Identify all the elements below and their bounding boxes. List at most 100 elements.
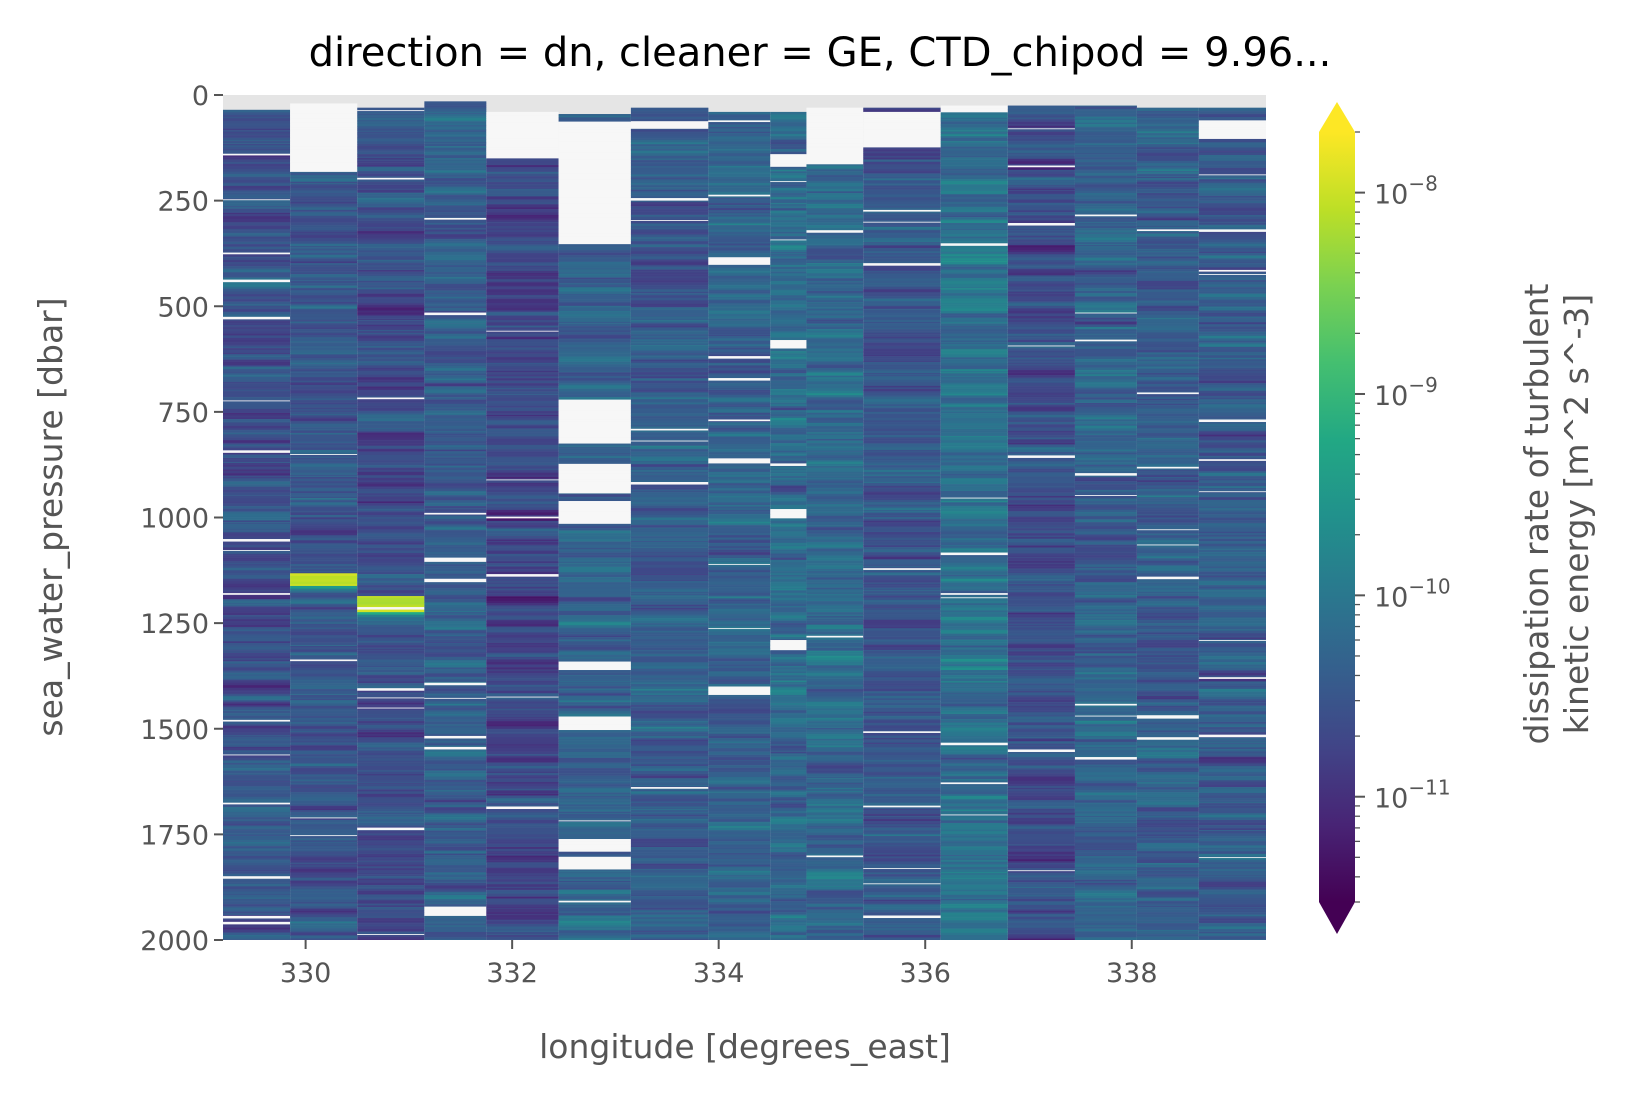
heatmap-cell [806,456,864,458]
heatmap-cell [290,284,358,286]
heatmap-cell-missing [290,160,358,163]
heatmap-cell [424,450,487,452]
heatmap-cell [708,502,771,504]
heatmap-cell [223,932,291,936]
heatmap-cell [424,469,487,473]
heatmap-cell [806,814,864,817]
heatmap-cell [770,460,807,464]
heatmap-cell [223,561,291,564]
heatmap-cell [630,690,709,694]
heatmap-cell [357,266,425,270]
heatmap-cell [708,479,771,482]
heatmap-cell [486,403,559,407]
heatmap-cell-missing [558,158,631,160]
heatmap-cell [357,292,425,294]
heatmap-cell [558,744,631,748]
heatmap-cell [630,289,709,293]
heatmap-cell [630,146,709,150]
heatmap-cell [630,680,709,683]
heatmap-cell [806,773,864,777]
heatmap-cell [357,659,425,663]
heatmap-cell [708,798,771,802]
heatmap-cell [357,344,425,347]
heatmap-cell [486,693,559,697]
heatmap-cell-missing [630,428,709,431]
heatmap-cell [806,858,864,861]
heatmap-cell [708,776,771,779]
heatmap-cell [357,619,425,622]
heatmap-cell [290,410,358,412]
heatmap-cell [223,743,291,746]
heatmap-cell [424,425,487,428]
heatmap-cell [223,626,291,628]
heatmap-cell [223,554,291,556]
heatmap-cell [630,874,709,877]
heatmap-cell [770,921,807,924]
heatmap-cell [558,730,631,733]
heatmap-cell [708,642,771,646]
heatmap-cell [357,378,425,381]
heatmap-cell [223,109,291,112]
heatmap-cell [357,231,425,234]
heatmap-cell [708,225,771,227]
heatmap-cell [630,454,709,457]
heatmap-cell [558,391,631,395]
heatmap-cell [630,361,709,364]
heatmap-cell [708,133,771,135]
heatmap-cell [486,314,559,316]
heatmap-cell [558,804,631,807]
heatmap-cell-missing [357,707,425,709]
heatmap-cell [290,368,358,370]
heatmap-cell [558,762,631,764]
heatmap-cell [290,939,358,940]
heatmap-cell [630,569,709,572]
heatmap-cell [223,176,291,178]
heatmap-cell [770,887,807,889]
heatmap-cell [558,264,631,268]
heatmap-cell-missing [558,415,631,418]
heatmap-cell [770,333,807,337]
heatmap-cell [357,541,425,544]
heatmap-cell [486,182,559,185]
heatmap-cell [357,920,425,923]
heatmap-cell [770,570,807,572]
heatmap-cell [223,469,291,471]
heatmap-cell [806,422,864,425]
heatmap-cell [223,386,291,389]
heatmap-cell [708,330,771,334]
heatmap-cell [486,416,559,419]
heatmap-cell [630,514,709,518]
heatmap-cell-missing [558,190,631,194]
heatmap-cell [223,141,291,143]
heatmap-cell [223,208,291,212]
heatmap-cell [770,725,807,727]
heatmap-cell-missing [486,122,559,125]
heatmap-cell-missing [290,111,358,114]
heatmap-cell [290,615,358,617]
heatmap-cell [486,425,559,427]
heatmap-cell [630,248,709,252]
heatmap-cell [770,479,807,482]
heatmap-cell [770,366,807,369]
heatmap-cell [357,524,425,527]
heatmap-cell [770,142,807,145]
heatmap-cell-missing [424,559,487,563]
heatmap-cell [290,287,358,289]
heatmap-cell [708,414,771,416]
heatmap-cell [486,729,559,733]
heatmap-cell [770,309,807,311]
heatmap-cell [806,792,864,795]
heatmap-cell [806,191,864,194]
heatmap-cell [806,762,864,765]
heatmap-cell [770,779,807,783]
heatmap-cell [770,729,807,733]
heatmap-cell [558,287,631,291]
heatmap-cell [290,794,358,798]
heatmap-cell [424,112,487,114]
heatmap-cell-missing [558,519,631,522]
heatmap-cell [630,499,709,503]
heatmap-cell [558,245,631,247]
heatmap-cell [806,482,864,486]
heatmap-cell [290,693,358,695]
heatmap-cell [486,362,559,365]
